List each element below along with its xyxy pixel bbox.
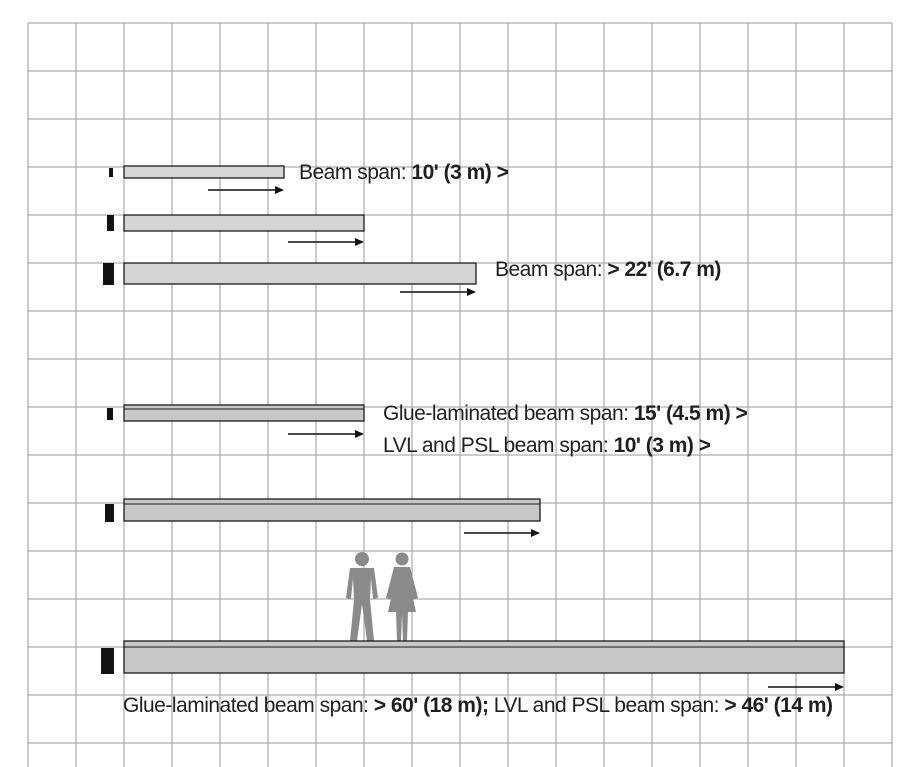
lvl-short-label: LVL and PSL beam span: 10' (3 m) > bbox=[383, 434, 711, 457]
man-and-woman-scale-figures bbox=[346, 552, 418, 641]
beam-1-arrowhead bbox=[275, 186, 284, 194]
beam-3-column bbox=[103, 263, 114, 285]
beam-2 bbox=[107, 214, 365, 246]
woman-figure-icon bbox=[386, 552, 418, 641]
beam-6-column bbox=[101, 648, 114, 674]
beam-3-label: Beam span: > 22' (6.7 m) bbox=[495, 258, 721, 281]
beam-2-column bbox=[107, 215, 114, 231]
beam-2-arrowhead bbox=[355, 238, 364, 246]
beam-5 bbox=[105, 498, 541, 537]
glulam-short-label: Glue-laminated beam span: 15' (4.5 m) > bbox=[383, 402, 748, 425]
beam-5-column bbox=[105, 504, 114, 522]
beam-1 bbox=[109, 165, 285, 194]
beam-5-bar bbox=[123, 498, 541, 522]
beam-1-column bbox=[109, 168, 113, 177]
beam-2-bar bbox=[123, 214, 365, 232]
beam-3 bbox=[103, 262, 477, 296]
beam-5-arrowhead bbox=[531, 529, 540, 537]
beam-1-bar bbox=[123, 165, 285, 179]
beam-6 bbox=[101, 640, 845, 691]
bottom-span-label: Glue-laminated beam span: > 60' (18 m); … bbox=[123, 694, 833, 717]
man-figure-icon bbox=[346, 552, 378, 641]
beam-4-bar bbox=[123, 404, 365, 422]
beam-4-arrowhead bbox=[355, 430, 364, 438]
beam-4-column bbox=[107, 408, 113, 420]
beam-1-label: Beam span: 10' (3 m) > bbox=[299, 161, 509, 184]
beam-4 bbox=[107, 404, 365, 438]
beam-6-bar bbox=[123, 640, 845, 674]
beam-3-bar bbox=[123, 262, 477, 285]
beam-6-arrowhead bbox=[835, 683, 844, 691]
beam-3-arrowhead bbox=[467, 288, 476, 296]
